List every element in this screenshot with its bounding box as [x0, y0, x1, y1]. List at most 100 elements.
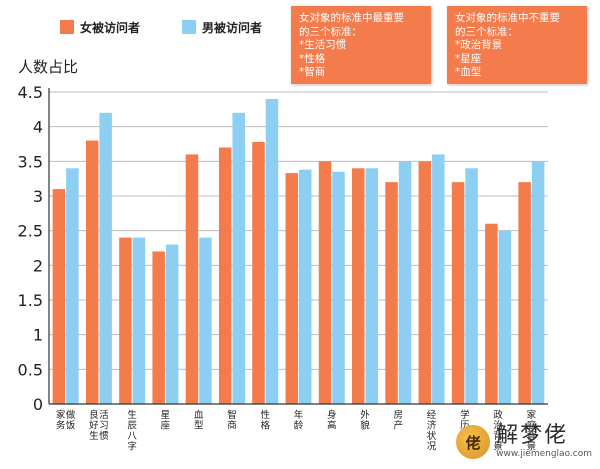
y-tick-label: 4.5: [18, 83, 43, 102]
y-tick-label: 0.5: [18, 360, 43, 379]
bar-male-1: [99, 112, 112, 405]
bar-female-4: [185, 154, 199, 404]
note-least-line-4: *星座: [455, 52, 482, 65]
x-tick-label-10: 房产: [394, 409, 404, 432]
x-tick-char: 商: [227, 420, 237, 432]
x-tick-char: 生: [127, 409, 137, 421]
x-tick-char: 高: [327, 420, 337, 432]
x-tick-char: 血: [194, 409, 204, 421]
bar-female-14: [518, 182, 531, 404]
watermark-logo-icon: 佬: [456, 425, 491, 459]
x-tick-char: 产: [394, 420, 404, 432]
x-tick-char: 貌: [360, 420, 370, 432]
x-tick-char: 务: [56, 420, 66, 432]
x-tick-char: 房: [394, 409, 404, 421]
x-tick-char: 况: [427, 442, 437, 453]
x-tick-char: 庭: [527, 420, 537, 432]
x-tick-char: 型: [194, 421, 204, 432]
note-most-line-1: 女对象的标准中最重要: [299, 12, 404, 24]
bar-female-8: [318, 161, 332, 404]
x-tick-char: 家: [527, 409, 537, 421]
bar-female-10: [385, 182, 398, 404]
bar-female-1: [85, 140, 99, 405]
bar-male-12: [465, 168, 478, 404]
x-tick-char: 状: [427, 430, 437, 442]
legend-label-female: 女被访问者: [80, 21, 141, 35]
x-tick-char: 身: [327, 409, 337, 421]
x-tick-label-13: 政治背景: [493, 409, 503, 453]
x-tick-label-6: 性格: [260, 409, 270, 432]
note-least-line-3: *政治背景: [455, 39, 503, 51]
note-least-line-1: 女对象的标准中不重要: [455, 12, 560, 24]
bar-male-13: [498, 230, 512, 404]
bar-female-7: [285, 173, 298, 404]
bar-male-7: [299, 169, 312, 404]
x-tick-char: 背: [527, 430, 537, 442]
x-tick-char: 景: [527, 442, 537, 453]
x-tick-char: 学: [460, 409, 470, 421]
x-tick-char: 政: [493, 409, 503, 421]
bar-male-11: [432, 154, 445, 404]
bars: [52, 98, 545, 405]
bar-female-9: [352, 168, 365, 404]
x-tick-char: 景: [493, 442, 503, 453]
x-tick-char: 家: [56, 409, 66, 421]
bar-male-6: [265, 98, 279, 404]
x-tick-char: 年: [294, 409, 304, 421]
x-tick-label-5: 智商: [227, 409, 237, 432]
y-tick-label: 1: [33, 326, 43, 345]
x-tick-char: 良: [89, 409, 99, 421]
x-tick-char: 智: [227, 409, 237, 421]
y-tick-label: 4: [33, 118, 43, 137]
bar-male-9: [365, 168, 379, 404]
bar-female-5: [218, 147, 232, 404]
x-tick-char: 惯: [99, 430, 109, 442]
note-most-line-2: 的三个标准：: [299, 25, 362, 38]
bar-male-5: [232, 112, 245, 405]
x-tick-char: 外: [360, 409, 370, 421]
x-tick-label-9: 外貌: [360, 409, 370, 432]
x-tick-char: 习: [99, 421, 109, 432]
legend-swatch-female: [60, 20, 74, 34]
x-tick-label-4: 血型: [194, 409, 204, 432]
bar-female-12: [451, 182, 465, 404]
bar-male-8: [332, 171, 345, 404]
bar-female-3: [152, 251, 165, 404]
x-tick-char: 背: [493, 430, 503, 442]
y-tick-label: 2.5: [18, 222, 43, 241]
x-tick-char: 生: [89, 430, 99, 442]
x-tick-char: 好: [89, 420, 99, 432]
x-tick-char: 辰: [127, 421, 137, 432]
x-tick-char: 饭: [66, 420, 76, 432]
bar-male-4: [199, 237, 212, 404]
legend-label-male: 男被访问者: [202, 21, 263, 35]
note-least-line-2: 的三个标准：: [455, 25, 518, 38]
x-tick-char: 治: [493, 420, 503, 432]
x-tick-char: 星: [161, 410, 171, 421]
bar-male-10: [398, 161, 412, 404]
x-tick-label-7: 年龄: [294, 409, 304, 432]
y-tick-label: 1.5: [18, 291, 43, 310]
bar-female-11: [418, 161, 432, 404]
grid-lines: [49, 91, 548, 370]
legend-swatch-male: [182, 20, 196, 34]
note-most-important: 女对象的标准中最重要 的三个标准： *生活习惯 *性格 *智商: [291, 6, 431, 84]
y-tick-labels: 0 0.5 1 1.5 2 2.5 3 3.5 4 4.5: [18, 83, 43, 414]
x-tick-labels: 家务做饭良好生活习惯生辰八字星座血型智商性格年龄身高外貌房产经济状况学历政治背景…: [56, 409, 537, 453]
x-tick-char: 座: [161, 420, 171, 432]
y-tick-label: 3: [33, 187, 43, 206]
x-tick-label-3: 星座: [161, 410, 171, 432]
y-tick-label: 0: [33, 395, 43, 414]
note-least-important: 女对象的标准中不重要 的三个标准： *政治背景 *星座 *血型: [447, 6, 587, 84]
watermark: 佬 解梦佬 www.jiemenglao.com: [456, 417, 592, 459]
x-tick-char: 经: [427, 409, 437, 421]
y-tick-label: 2: [33, 256, 43, 275]
watermark-url: www.jiemenglao.com: [496, 449, 592, 459]
x-tick-char: 格: [260, 420, 270, 432]
bar-male-0: [66, 168, 79, 404]
